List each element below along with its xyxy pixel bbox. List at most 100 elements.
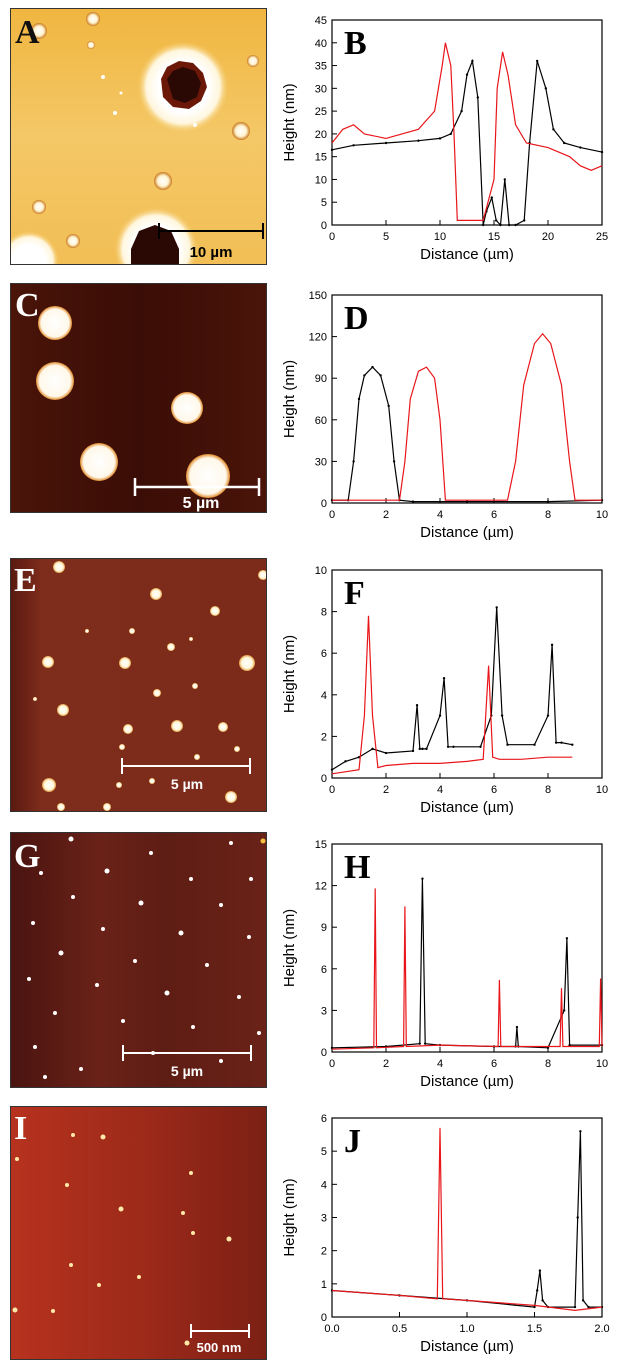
- data-point: [476, 96, 479, 99]
- y-tick-label: 25: [315, 106, 327, 118]
- scalebar-label: 5 µm: [171, 1063, 203, 1079]
- panel-letter: B: [344, 25, 367, 62]
- y-tick-label: 3: [321, 1213, 327, 1225]
- data-point: [411, 749, 415, 753]
- panel-letter: F: [344, 575, 365, 612]
- x-tick-label: 5: [383, 231, 389, 243]
- data-point: [499, 223, 502, 227]
- y-tick-label: 8: [321, 607, 327, 619]
- data-point: [533, 743, 536, 746]
- x-tick-label: 4: [437, 784, 443, 796]
- y-tick-label: 0: [321, 1047, 327, 1059]
- data-point: [415, 704, 419, 707]
- data-point: [479, 745, 482, 748]
- panel-letter: H: [344, 849, 370, 886]
- data-point: [515, 1025, 519, 1029]
- data-point: [568, 1043, 571, 1047]
- y-tick-label: 6: [321, 648, 327, 660]
- data-point: [523, 219, 526, 222]
- chart-b: 0 5 10 15 20 25 0 5 10 15 20 25 30 35 40 45 Distance (µm…: [272, 8, 612, 273]
- data-point: [581, 1299, 585, 1302]
- x-tick-label: 6: [491, 1058, 497, 1070]
- data-point: [438, 714, 442, 717]
- data-point: [490, 196, 494, 199]
- data-point: [418, 1042, 421, 1045]
- y-tick-label: 60: [315, 415, 327, 427]
- plot-frame: [331, 569, 603, 779]
- x-tick-label: 0: [329, 1058, 335, 1070]
- x-tick-label: 0: [329, 231, 335, 243]
- x-axis-label: Distance (µm): [420, 1338, 514, 1355]
- data-point: [573, 1305, 577, 1309]
- data-point: [352, 144, 355, 147]
- series-line-black: [331, 878, 602, 1049]
- y-tick-label: 30: [315, 456, 327, 468]
- data-point: [571, 743, 574, 746]
- scalebar-label: 500 nm: [197, 1340, 242, 1355]
- y-tick-label: 6: [321, 964, 327, 976]
- y-tick-label: 4: [321, 1179, 327, 1191]
- x-tick-label: 6: [491, 784, 497, 796]
- x-tick-label: 2: [383, 1058, 389, 1070]
- data-point: [352, 460, 355, 463]
- data-point: [449, 132, 452, 136]
- plot-frame: [331, 294, 603, 504]
- y-axis-label: Height (nm): [281, 83, 298, 161]
- afm-image-i: 500 nm I: [10, 1106, 267, 1360]
- x-tick-label: 10: [596, 784, 608, 796]
- x-tick-label: 2: [383, 784, 389, 796]
- data-point: [538, 1269, 542, 1272]
- x-tick-label: 6: [491, 509, 497, 521]
- data-point: [465, 500, 469, 503]
- afm-image-c: 5 µm C: [10, 283, 267, 513]
- data-point: [536, 59, 539, 63]
- data-point: [579, 1130, 582, 1133]
- data-point: [442, 676, 446, 680]
- data-point: [392, 460, 396, 463]
- series-line-red: [331, 888, 603, 1050]
- data-point: [330, 148, 334, 152]
- y-tick-label: 1: [321, 1279, 327, 1291]
- data-point: [550, 643, 554, 647]
- series-line-black: [331, 58, 603, 227]
- x-tick-label: 10: [596, 1058, 608, 1070]
- panel-letter: J: [344, 1123, 361, 1160]
- panel-letter: G: [14, 838, 40, 875]
- afm-image-e: 5 µm E: [10, 558, 267, 812]
- data-point: [495, 606, 498, 609]
- series-line-red: [331, 42, 603, 221]
- plot-frame: [331, 843, 603, 1053]
- x-tick-label: 4: [437, 1058, 443, 1070]
- x-tick-label: 1.0: [459, 1323, 474, 1335]
- y-tick-label: 20: [315, 129, 327, 141]
- data-point: [387, 404, 390, 408]
- data-point: [384, 751, 388, 755]
- y-axis-label: Height (nm): [281, 360, 298, 438]
- data-point: [494, 219, 498, 222]
- y-tick-label: 90: [315, 373, 327, 385]
- data-point: [460, 109, 463, 113]
- series-line-red: [332, 332, 602, 501]
- data-point: [533, 1305, 536, 1309]
- y-tick-label: 3: [321, 1005, 327, 1017]
- data-point: [438, 137, 442, 140]
- plot-frame: [331, 19, 603, 226]
- x-tick-label: 0: [329, 784, 335, 796]
- data-point: [371, 365, 374, 369]
- y-axis-label: Height (nm): [281, 635, 298, 713]
- x-tick-label: 10: [434, 231, 446, 243]
- data-point: [363, 374, 366, 377]
- data-point: [344, 760, 347, 763]
- y-tick-label: 0: [321, 498, 327, 510]
- y-tick-label: 15: [315, 152, 327, 164]
- data-point: [536, 1289, 539, 1292]
- y-tick-label: 2: [321, 731, 327, 743]
- y-axis-label: Height (nm): [281, 909, 298, 987]
- data-point: [563, 1009, 566, 1012]
- x-axis-label: Distance (µm): [420, 1073, 514, 1090]
- y-tick-label: 2: [321, 1246, 327, 1258]
- chart-d: 0 2 4 6 8 10 0 30 60 90 120 150 Distance (µm) Height …: [272, 283, 612, 551]
- x-axis-label: Distance (µm): [420, 524, 514, 541]
- panel-letter: E: [14, 562, 37, 599]
